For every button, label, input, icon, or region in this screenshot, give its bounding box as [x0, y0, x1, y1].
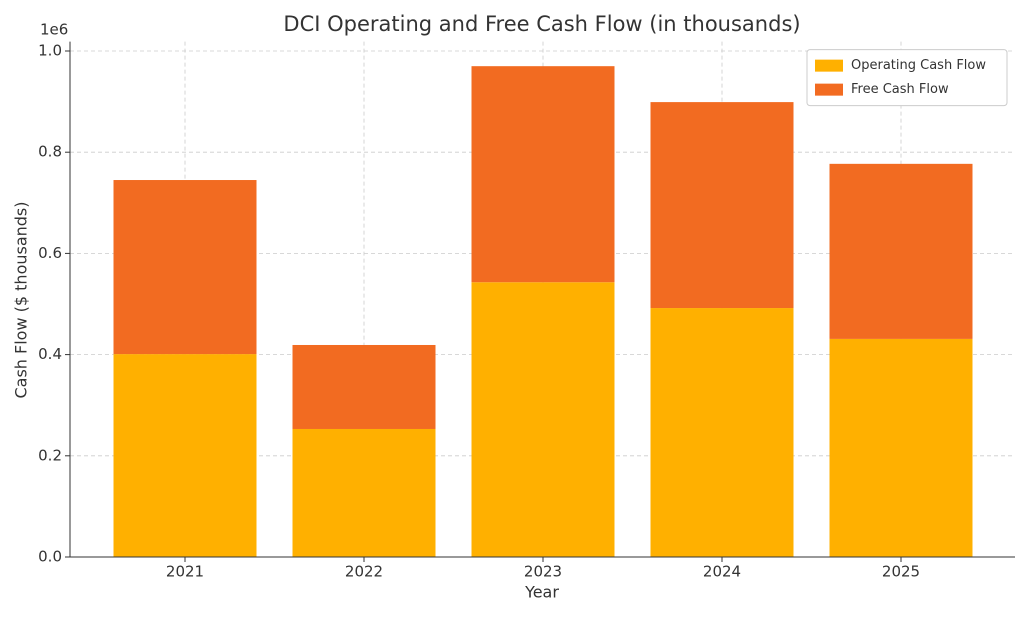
legend-label: Operating Cash Flow — [851, 58, 986, 73]
bar-segment — [829, 163, 973, 339]
bar-segment — [471, 66, 615, 283]
x-tick-label: 2022 — [345, 563, 383, 581]
bar-segment — [829, 338, 973, 557]
y-axis-label: Cash Flow ($ thousands) — [12, 201, 31, 398]
x-tick-label: 2023 — [524, 563, 562, 581]
legend-swatch — [815, 59, 843, 72]
y-offset-label: 1e6 — [40, 21, 68, 39]
x-tick-label: 2021 — [166, 563, 204, 581]
x-tick-label: 2024 — [703, 563, 741, 581]
bar-segment — [650, 308, 794, 557]
x-tick-label: 2025 — [882, 563, 920, 581]
y-tick-label: 0.2 — [38, 446, 62, 464]
legend-label: Free Cash Flow — [851, 82, 949, 97]
legend: Operating Cash Flow Free Cash Flow — [806, 49, 1008, 107]
bar-segment — [292, 428, 436, 557]
bar-segment — [471, 282, 615, 557]
y-tick-label: 0.0 — [38, 548, 62, 566]
bar-segment — [650, 102, 794, 309]
bar-segment — [113, 180, 257, 355]
bar-segment — [113, 354, 257, 557]
legend-swatch — [815, 83, 843, 96]
bar-segment — [292, 344, 436, 429]
legend-frame — [806, 49, 1008, 107]
x-axis-label: Year — [524, 583, 559, 602]
y-tick-label: 0.8 — [38, 143, 62, 161]
y-tick-label: 0.4 — [38, 345, 62, 363]
chart-title: DCI Operating and Free Cash Flow (in tho… — [283, 12, 800, 36]
y-tick-label: 0.6 — [38, 244, 62, 262]
y-tick-label: 1.0 — [38, 42, 62, 60]
